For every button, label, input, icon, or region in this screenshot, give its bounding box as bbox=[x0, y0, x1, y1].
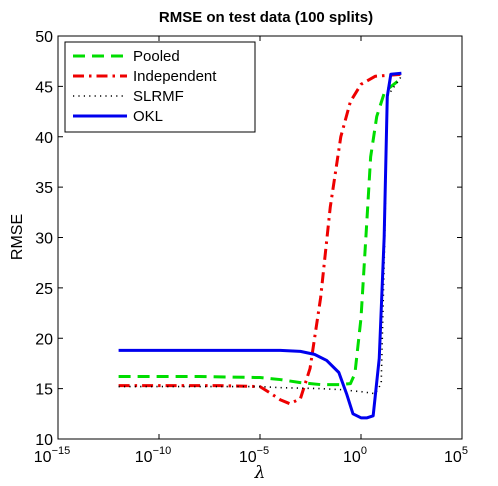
x-tick-label: 10−15 bbox=[34, 445, 70, 466]
chart-title: RMSE on test data (100 splits) bbox=[159, 9, 373, 26]
series-line-okl bbox=[118, 71, 402, 420]
legend-label-independent: Independent bbox=[133, 68, 217, 85]
series-layer bbox=[118, 71, 403, 420]
x-tick-label: 105 bbox=[444, 445, 468, 466]
y-tick-label: 30 bbox=[35, 231, 53, 248]
y-tick-label: 35 bbox=[35, 180, 53, 197]
legend-label-slrmf: SLRMF bbox=[133, 88, 184, 105]
y-tick-label: 40 bbox=[35, 130, 53, 147]
x-tick-label: 10−10 bbox=[135, 445, 171, 466]
legend-label-okl: OKL bbox=[133, 108, 163, 125]
x-tick-label: 10−5 bbox=[239, 445, 269, 466]
y-tick-label: 10 bbox=[35, 432, 53, 449]
legend: Pooled Independent SLRMF OKL bbox=[64, 41, 256, 133]
y-tick-label: 45 bbox=[35, 79, 53, 96]
y-axis-label: RMSE bbox=[9, 214, 26, 260]
ticks-layer: 10−15 10−10 10−5 100 105 10 15 20 25 30 35 40 45 50 bbox=[34, 29, 468, 466]
y-tick-label: 15 bbox=[35, 382, 53, 399]
y-tick-label: 25 bbox=[35, 281, 53, 298]
series-line-independent bbox=[118, 72, 402, 406]
y-tick-label: 20 bbox=[35, 331, 53, 348]
x-tick-label: 100 bbox=[343, 445, 367, 466]
y-tick-label: 50 bbox=[35, 29, 53, 46]
legend-label-pooled: Pooled bbox=[133, 48, 180, 65]
x-axis-label: λ bbox=[254, 463, 266, 483]
series-line-pooled bbox=[118, 77, 403, 387]
